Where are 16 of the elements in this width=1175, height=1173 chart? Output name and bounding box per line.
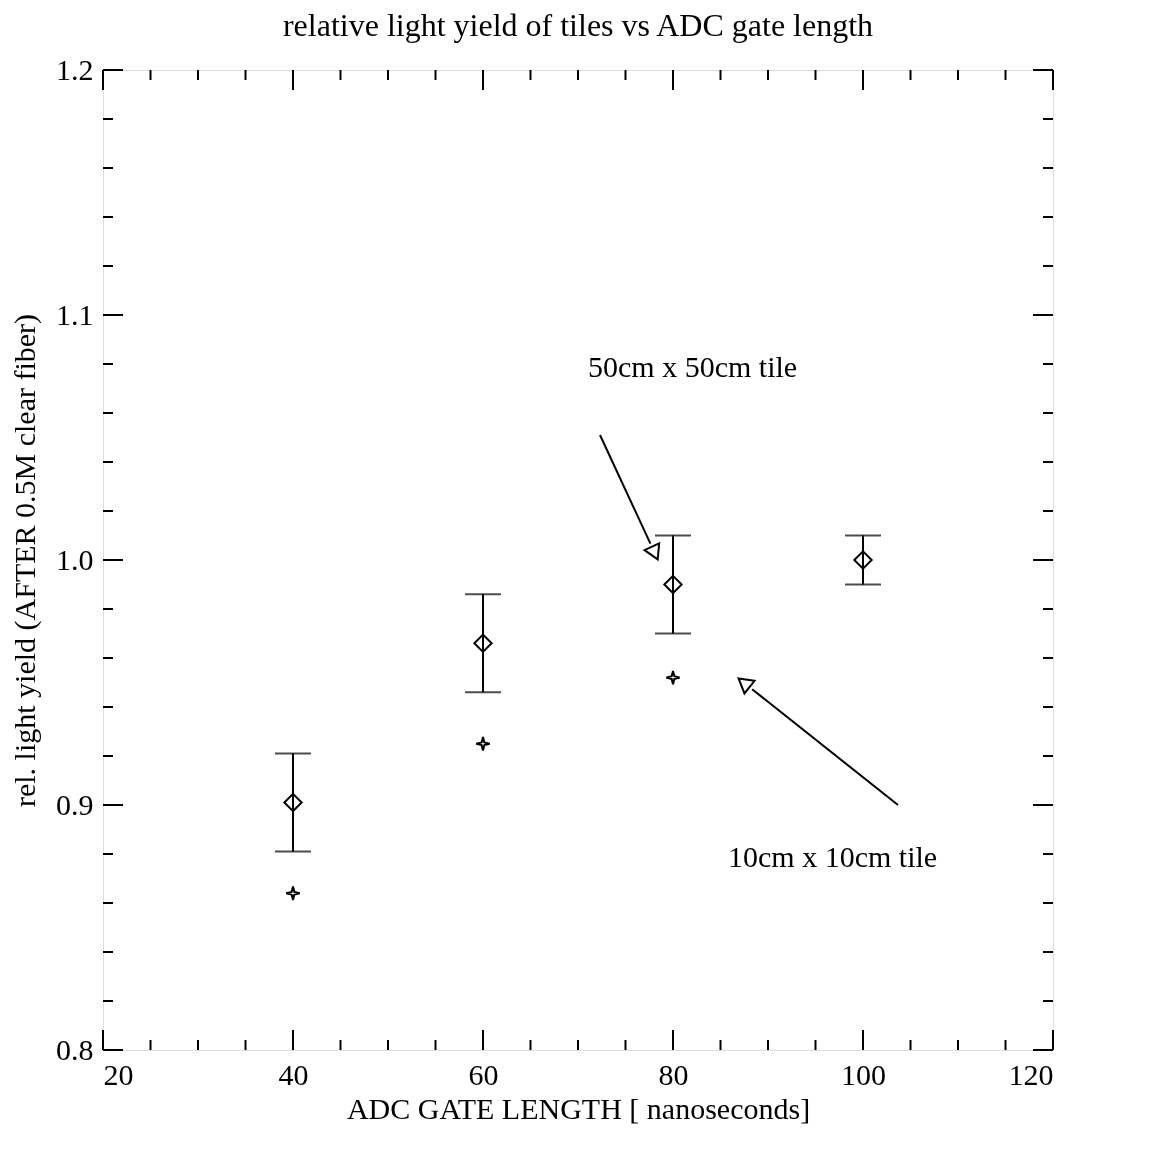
x-tick-label: 40 bbox=[278, 1057, 309, 1091]
y-tick-label: 0.9 bbox=[56, 787, 94, 821]
x-axis-title: ADC GATE LENGTH [ nanoseconds] bbox=[346, 1091, 811, 1125]
x-tick-label: 80 bbox=[658, 1057, 689, 1091]
y-tick-label: 1.0 bbox=[56, 542, 94, 576]
x-tick-label: 100 bbox=[841, 1057, 886, 1091]
y-tick-label: 1.2 bbox=[56, 52, 94, 86]
x-tick-label: 60 bbox=[468, 1057, 499, 1091]
x-tick-label: 20 bbox=[103, 1057, 134, 1091]
chart-title: relative light yield of tiles vs ADC gate length bbox=[282, 7, 874, 43]
y-tick-label: 1.1 bbox=[56, 297, 94, 331]
annotation: 10cm x 10cm tile bbox=[728, 840, 938, 873]
y-tick-label: 0.8 bbox=[56, 1032, 94, 1066]
x-tick-label: 120 bbox=[1008, 1057, 1054, 1091]
annotation: 50cm x 50cm tile bbox=[588, 350, 798, 383]
y-axis-title: rel. light yield (AFTER 0.5M clear fiber) bbox=[8, 313, 42, 808]
